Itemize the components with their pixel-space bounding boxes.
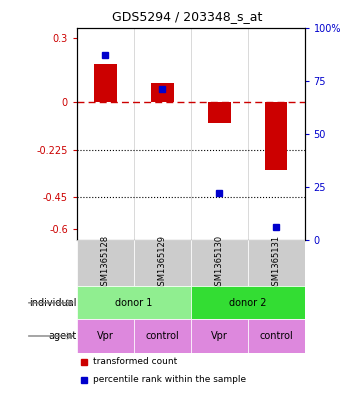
Text: GDS5294 / 203348_s_at: GDS5294 / 203348_s_at	[112, 10, 262, 23]
Text: control: control	[259, 331, 293, 341]
Text: donor 2: donor 2	[229, 298, 266, 308]
Bar	[265, 102, 287, 170]
Bar	[208, 102, 231, 123]
Text: percentile rank within the sample: percentile rank within the sample	[93, 375, 246, 384]
Bar	[77, 320, 134, 353]
Bar	[77, 286, 191, 320]
Text: GSM1365128: GSM1365128	[101, 235, 110, 291]
Bar	[248, 240, 304, 286]
Text: Vpr: Vpr	[211, 331, 228, 341]
Text: GSM1365131: GSM1365131	[272, 235, 281, 291]
Bar	[191, 240, 248, 286]
Bar	[77, 240, 134, 286]
Bar	[191, 286, 304, 320]
Text: transformed count: transformed count	[93, 357, 177, 366]
Text: control: control	[146, 331, 179, 341]
Bar	[134, 320, 191, 353]
Text: individual: individual	[29, 298, 77, 308]
Bar	[151, 83, 174, 102]
Bar	[191, 320, 248, 353]
Text: donor 1: donor 1	[115, 298, 153, 308]
Bar	[134, 240, 191, 286]
Text: agent: agent	[49, 331, 77, 341]
Bar	[248, 320, 304, 353]
Text: Vpr: Vpr	[97, 331, 114, 341]
Text: GSM1365129: GSM1365129	[158, 235, 167, 291]
Text: GSM1365130: GSM1365130	[215, 235, 224, 291]
Bar	[94, 64, 117, 102]
